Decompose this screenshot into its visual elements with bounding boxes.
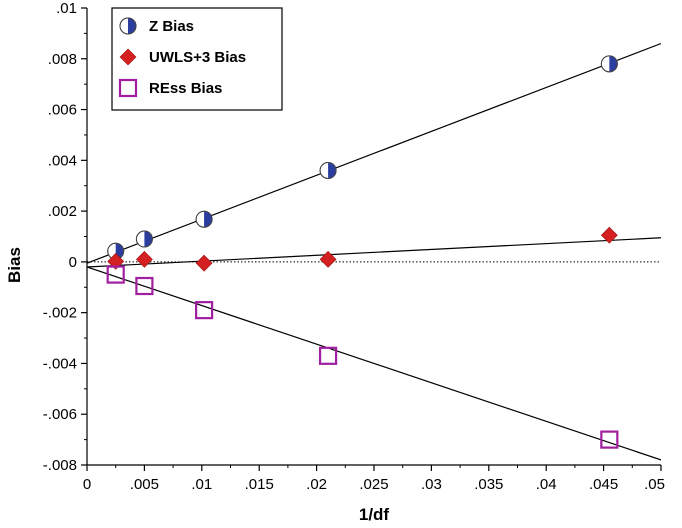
- data-point-series-2: [600, 226, 618, 244]
- x-tick-label: 0: [83, 476, 91, 493]
- fit-line-series-3: [87, 266, 661, 461]
- x-tick-label: .005: [130, 476, 159, 493]
- data-point-series-1: [195, 210, 213, 228]
- fit-line-series-1: [87, 42, 661, 264]
- y-tick-label: .006: [48, 102, 77, 119]
- legend: Z Bias UWLS+3 Bias REss Bias: [111, 7, 283, 111]
- x-tick-label: .02: [306, 476, 327, 493]
- y-tick-label: .004: [48, 152, 77, 169]
- data-point-series-1: [135, 230, 153, 248]
- y-tick-label: -.004: [43, 355, 77, 372]
- y-tick-label: -.008: [43, 457, 77, 474]
- data-point-series-1: [107, 242, 125, 260]
- data-point-series-1: [600, 55, 618, 73]
- legend-marker-series-1: [119, 17, 137, 35]
- y-tick-label: .002: [48, 203, 77, 220]
- legend-label-series-1: Z Bias: [149, 18, 194, 35]
- x-tick-label: .025: [359, 476, 388, 493]
- x-tick-label: .03: [421, 476, 442, 493]
- legend-marker-series-2: [119, 48, 137, 66]
- axes: [81, 7, 662, 471]
- x-tick-label: .04: [536, 476, 557, 493]
- y-tick-label: -.002: [43, 305, 77, 322]
- legend-marker-series-3: [118, 78, 138, 98]
- data-points: [106, 55, 619, 449]
- x-tick-label: .035: [474, 476, 503, 493]
- y-tick-label: .01: [56, 0, 77, 17]
- data-point-series-1: [319, 161, 337, 179]
- fit-line-series-2: [87, 237, 661, 268]
- y-axis-title: Bias: [5, 247, 24, 283]
- y-tick-label: .008: [48, 51, 77, 68]
- data-point-series-2: [319, 250, 337, 268]
- legend-label-series-2: UWLS+3 Bias: [149, 49, 246, 66]
- tick-labels: -.008 -.006 -.004 -.002 0 .002 .004 .006 .008 .01…: [43, 0, 665, 493]
- data-point-series-3: [135, 276, 154, 296]
- x-tick-label: .015: [245, 476, 274, 493]
- data-point-series-2: [107, 252, 125, 270]
- x-axis-title: 1/df: [359, 505, 390, 524]
- x-tick-label: .05: [644, 476, 665, 493]
- data-point-series-3: [600, 430, 619, 449]
- x-tick-label: .01: [191, 476, 212, 493]
- data-point-series-3: [194, 301, 214, 320]
- data-point-series-2: [135, 250, 153, 268]
- x-tick-label: .045: [589, 476, 618, 493]
- data-point-series-3: [106, 265, 125, 284]
- fit-lines: [87, 42, 661, 461]
- data-point-series-2: [195, 254, 213, 272]
- y-tick-label: -.006: [43, 406, 77, 423]
- legend-box: [111, 7, 283, 111]
- y-tick-label: 0: [69, 254, 77, 271]
- legend-label-series-3: REss Bias: [149, 80, 222, 97]
- data-point-series-3: [318, 346, 338, 365]
